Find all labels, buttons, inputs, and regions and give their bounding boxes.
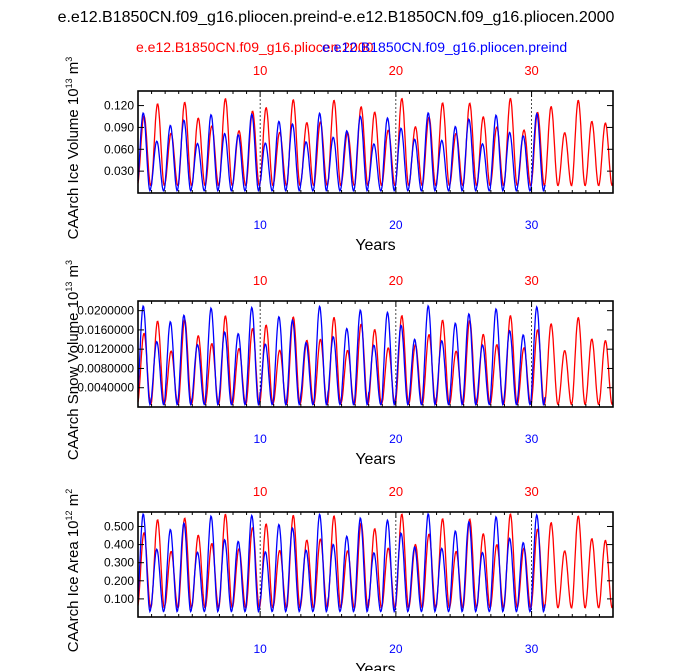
x-tick-label-top: 30 xyxy=(524,484,538,499)
x-tick-label-top: 10 xyxy=(253,273,267,288)
x-tick-label-bottom: 30 xyxy=(525,642,539,656)
y-axis-title: CAArch Ice Area 1012 m2 xyxy=(64,489,82,652)
x-tick-label-top: 20 xyxy=(389,63,403,78)
series-line-2 xyxy=(137,512,546,614)
plot-frame xyxy=(137,300,614,408)
x-tick-label-top: 20 xyxy=(389,273,403,288)
legend-blue-label: e.e12.B1850CN.f09_g16.pliocen.preind xyxy=(322,39,567,55)
x-tick-label-bottom: 10 xyxy=(253,218,267,232)
x-tick-label-top: 20 xyxy=(389,484,403,499)
x-axis-title: Years xyxy=(355,237,395,254)
figure-title: e.e12.B1850CN.f09_g16.pliocen.preind-e.e… xyxy=(58,9,615,26)
series-line-2 xyxy=(137,111,546,193)
x-tick-label-bottom: 10 xyxy=(253,432,267,446)
y-tick-label: 0.0040000 xyxy=(77,381,134,395)
y-tick-label: 0.100 xyxy=(104,592,134,606)
series-line-2 xyxy=(137,304,546,407)
plot-frame xyxy=(137,511,614,618)
x-tick-label-bottom: 20 xyxy=(389,432,403,446)
x-tick-label-bottom: 20 xyxy=(389,218,403,232)
y-tick-label: 0.0160000 xyxy=(77,323,134,337)
y-tick-label: 0.500 xyxy=(104,519,134,533)
series-line-1 xyxy=(137,513,614,609)
chart-panel-3: 0.100 0.200 0.300 0.400 0.500 10 10 20 20 30 30 Yea… xyxy=(64,484,614,671)
legend-red-label: e.e12.B1850CN.f09_g16.pliocen.2000 xyxy=(136,39,374,55)
y-tick-label: 0.060 xyxy=(104,142,134,156)
y-tick-label: 0.030 xyxy=(104,164,134,178)
y-tick-label: 0.120 xyxy=(104,99,134,113)
y-tick-label: 0.200 xyxy=(104,574,134,588)
y-tick-label: 0.300 xyxy=(104,556,134,570)
x-axis-title: Years xyxy=(355,451,395,468)
chart-panel-2: 0.0040000 0.0080000 0.0120000 0.0160000 0.02… xyxy=(64,260,614,468)
y-axis-title: CAArch Snow Volume 1013 m3 xyxy=(64,260,82,460)
x-axis-title: Years xyxy=(355,661,395,671)
x-tick-label-bottom: 20 xyxy=(389,642,403,656)
x-tick-label-top: 30 xyxy=(524,63,538,78)
x-tick-label-top: 30 xyxy=(524,273,538,288)
y-tick-label: 0.400 xyxy=(104,538,134,552)
x-tick-label-bottom: 10 xyxy=(253,642,267,656)
y-tick-label: 0.0120000 xyxy=(77,342,134,356)
y-axis-title: CAArch Ice Volume 1013 m3 xyxy=(64,57,82,240)
x-tick-label-bottom: 30 xyxy=(525,218,539,232)
y-tick-label: 0.0200000 xyxy=(77,304,134,318)
x-tick-label-top: 10 xyxy=(253,63,267,78)
chart-panel-1: 0.030 0.060 0.090 0.120 10 10 20 20 30 30 Years CAA… xyxy=(64,57,614,254)
x-tick-label-top: 10 xyxy=(253,484,267,499)
plot-frame xyxy=(137,90,614,194)
y-tick-label: 0.090 xyxy=(104,120,134,134)
x-tick-label-bottom: 30 xyxy=(525,432,539,446)
y-tick-label: 0.0080000 xyxy=(77,361,134,375)
